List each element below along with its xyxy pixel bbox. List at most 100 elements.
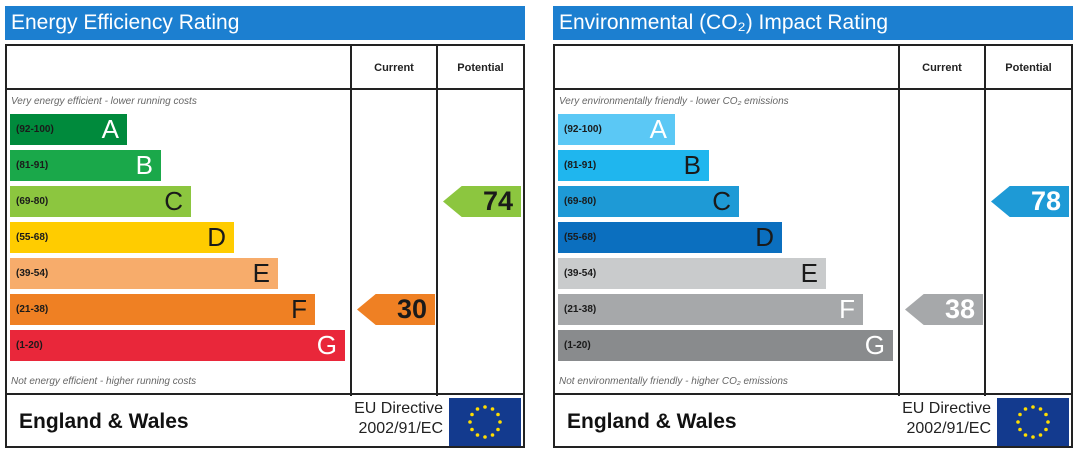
eu-star (496, 412, 500, 417)
band-range-label: (81-91) (16, 160, 49, 171)
eu-star (468, 420, 472, 424)
band-range-label: (69-80) (16, 196, 49, 207)
eu-star (470, 427, 474, 432)
current-column-header: Current (922, 62, 962, 74)
footer-divider (7, 393, 523, 395)
potential-column-header: Potential (1005, 62, 1052, 74)
potential-rating-arrow: 78 (991, 186, 1069, 217)
eu-star (1018, 427, 1022, 432)
footer-divider (555, 393, 1071, 395)
current-rating-arrow: 38 (905, 294, 983, 325)
footer-directive: EU Directive 2002/91/EC (313, 399, 443, 439)
band-range-label: (81-91) (564, 160, 597, 171)
directive-line: EU Directive (354, 400, 443, 417)
band-range-label: (1-20) (16, 340, 43, 351)
band-a: (92-100) A (558, 114, 675, 145)
eu-star (1038, 407, 1043, 411)
band-letter: F (291, 294, 307, 324)
eu-star (475, 433, 480, 437)
band-d: (55-68) D (10, 222, 234, 253)
band-letter: A (649, 114, 667, 144)
band-range-label: (55-68) (16, 232, 49, 243)
band-a: (92-100) A (10, 114, 127, 145)
footer-region: England & Wales (19, 410, 189, 433)
band-letter: B (683, 150, 701, 180)
band-range-label: (92-100) (16, 124, 54, 135)
eu-stars-icon (1016, 405, 1050, 439)
directive-line: 2002/91/EC (906, 420, 991, 437)
eu-star (475, 407, 480, 411)
eu-star (1044, 412, 1048, 417)
band-letter: D (207, 222, 226, 252)
eu-star (1023, 433, 1028, 437)
band-b: (81-91) B (558, 150, 709, 181)
footer-region: England & Wales (567, 410, 737, 433)
column-divider (984, 46, 986, 396)
eu-star (470, 412, 474, 417)
band-e: (39-54) E (558, 258, 826, 289)
band-range-label: (92-100) (564, 124, 602, 135)
eu-star (1018, 412, 1022, 417)
eu-star (1038, 433, 1043, 437)
column-divider (898, 46, 900, 396)
band-letter: F (839, 294, 855, 324)
column-divider (350, 46, 352, 396)
eu-star (483, 435, 487, 439)
eu-star (1046, 420, 1050, 424)
top-note: Very energy efficient - lower running co… (11, 96, 197, 107)
band-letter: E (252, 258, 270, 288)
band-letter: G (316, 330, 337, 360)
directive-line: EU Directive (902, 400, 991, 417)
band-letter: A (101, 114, 119, 144)
band-e: (39-54) E (10, 258, 278, 289)
band-letter: B (135, 150, 153, 180)
header-divider (7, 88, 523, 90)
header-divider (555, 88, 1071, 90)
eu-star (1044, 427, 1048, 432)
eu-flag-icon (997, 398, 1069, 446)
band-range-label: (1-20) (564, 340, 591, 351)
eu-star (490, 407, 495, 411)
band-letter: C (164, 186, 183, 216)
environmental-impact-panel: Environmental (CO₂) Impact Rating Curren… (553, 6, 1073, 448)
panel-title: Environmental (CO₂) Impact Rating (553, 6, 1073, 40)
eu-star (483, 405, 487, 409)
eu-star (1031, 435, 1035, 439)
eu-stars-icon (468, 405, 502, 439)
band-f: (21-38) F (10, 294, 315, 325)
potential-rating-arrow: 74 (443, 186, 521, 217)
potential-column-header: Potential (457, 62, 504, 74)
band-letter: C (712, 186, 731, 216)
band-b: (81-91) B (10, 150, 161, 181)
bottom-note: Not energy efficient - higher running co… (11, 376, 197, 387)
band-range-label: (21-38) (564, 304, 597, 315)
band-range-label: (39-54) (564, 268, 597, 279)
eu-star (496, 427, 500, 432)
footer-directive: EU Directive 2002/91/EC (861, 399, 991, 439)
panel-title: Energy Efficiency Rating (5, 6, 525, 40)
band-letter: E (800, 258, 818, 288)
band-c: (69-80) C (10, 186, 191, 217)
energy-efficiency-panel: Energy Efficiency Rating Current Potenti… (5, 6, 525, 448)
band-range-label: (39-54) (16, 268, 49, 279)
rating-table: Current Potential Very environmentally f… (553, 44, 1073, 448)
band-range-label: (55-68) (564, 232, 597, 243)
current-rating-arrow: 30 (357, 294, 435, 325)
eu-star (490, 433, 495, 437)
band-c: (69-80) C (558, 186, 739, 217)
band-letter: D (755, 222, 774, 252)
column-divider (436, 46, 438, 396)
band-f: (21-38) F (558, 294, 863, 325)
top-note: Very environmentally friendly - lower CO… (559, 96, 789, 107)
eu-star (498, 420, 502, 424)
band-letter: G (864, 330, 885, 360)
eu-star (1031, 405, 1035, 409)
rating-table: Current Potential Very energy efficient … (5, 44, 525, 448)
directive-line: 2002/91/EC (358, 420, 443, 437)
eu-star (1016, 420, 1020, 424)
band-range-label: (69-80) (564, 196, 597, 207)
band-range-label: (21-38) (16, 304, 49, 315)
band-d: (55-68) D (558, 222, 782, 253)
eu-star (1023, 407, 1028, 411)
bottom-note: Not environmentally friendly - higher CO… (559, 376, 788, 387)
